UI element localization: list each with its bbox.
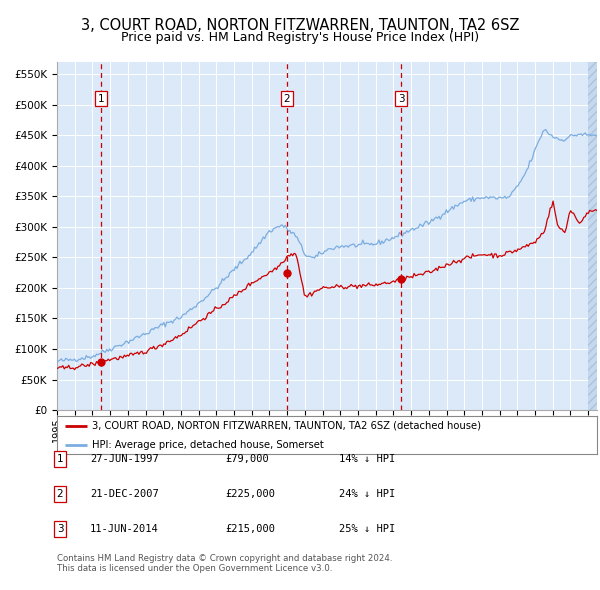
Text: 24% ↓ HPI: 24% ↓ HPI <box>339 489 395 499</box>
Text: 3: 3 <box>398 93 404 103</box>
Text: 1: 1 <box>98 93 104 103</box>
Text: Price paid vs. HM Land Registry's House Price Index (HPI): Price paid vs. HM Land Registry's House … <box>121 31 479 44</box>
Text: This data is licensed under the Open Government Licence v3.0.: This data is licensed under the Open Gov… <box>57 565 332 573</box>
Text: 21-DEC-2007: 21-DEC-2007 <box>90 489 159 499</box>
Text: £79,000: £79,000 <box>225 454 269 464</box>
Text: 14% ↓ HPI: 14% ↓ HPI <box>339 454 395 464</box>
Text: 2: 2 <box>56 489 64 499</box>
Text: HPI: Average price, detached house, Somerset: HPI: Average price, detached house, Some… <box>92 440 324 450</box>
Text: 3, COURT ROAD, NORTON FITZWARREN, TAUNTON, TA2 6SZ: 3, COURT ROAD, NORTON FITZWARREN, TAUNTO… <box>81 18 519 32</box>
Text: Contains HM Land Registry data © Crown copyright and database right 2024.: Contains HM Land Registry data © Crown c… <box>57 554 392 563</box>
Text: 25% ↓ HPI: 25% ↓ HPI <box>339 524 395 533</box>
Text: 1: 1 <box>56 454 64 464</box>
Text: 27-JUN-1997: 27-JUN-1997 <box>90 454 159 464</box>
Text: £225,000: £225,000 <box>225 489 275 499</box>
Text: £215,000: £215,000 <box>225 524 275 533</box>
Text: 2: 2 <box>283 93 290 103</box>
Text: 3: 3 <box>56 524 64 533</box>
Text: 3, COURT ROAD, NORTON FITZWARREN, TAUNTON, TA2 6SZ (detached house): 3, COURT ROAD, NORTON FITZWARREN, TAUNTO… <box>92 421 481 431</box>
Bar <box>588 62 597 410</box>
Text: 11-JUN-2014: 11-JUN-2014 <box>90 524 159 533</box>
